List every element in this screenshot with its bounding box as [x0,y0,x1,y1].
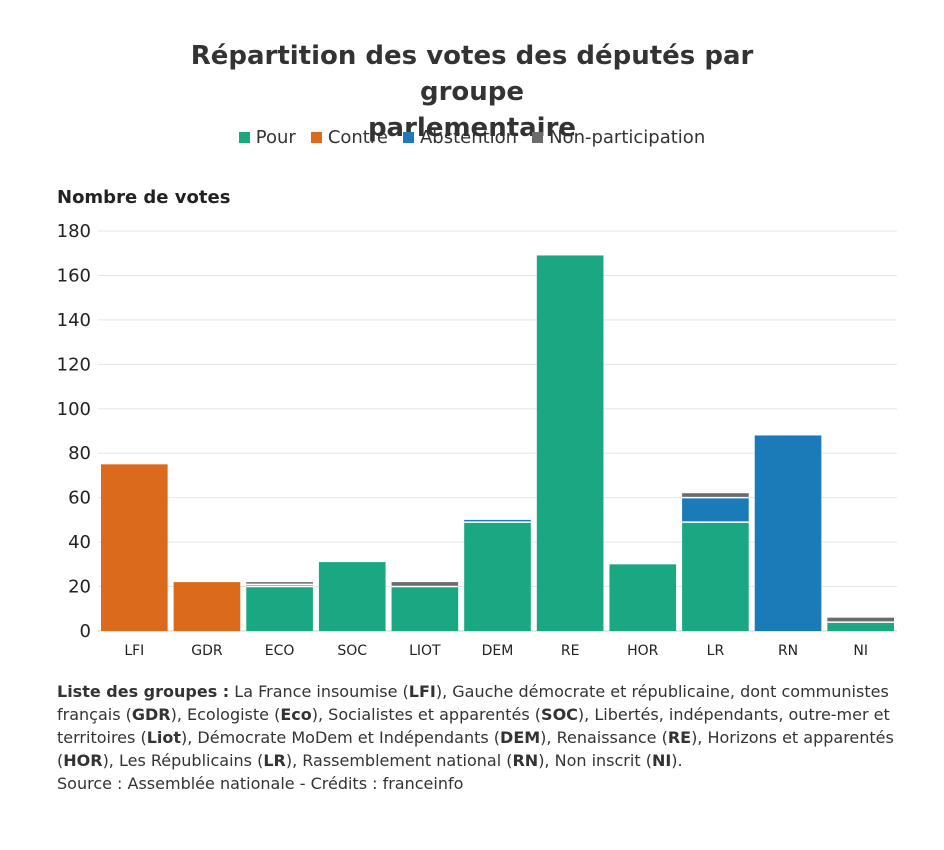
bar-dem-abstention [464,519,531,523]
group-text-fragment: ), Libertés, indépendants, outre-mer et … [57,705,890,747]
legend-item-contre[interactable]: Contre [310,127,388,148]
legend-item-pour[interactable]: Pour [238,127,296,148]
y-tick-label: 100 [57,399,91,420]
source-credit: Source : Assemblée nationale - Crédits :… [57,774,464,793]
y-tick-label: 40 [68,532,91,553]
group-abbreviation: LR [263,751,286,770]
chart-title: Répartition des votes des députés par gr… [150,38,794,146]
group-abbreviation: GDR [131,705,171,724]
bar-eco-contre [246,584,313,587]
y-axis-label: Nombre de votes [57,187,231,208]
x-tick-label: DEM [482,643,514,659]
group-text-fragment: La France insoumise ( [229,682,409,701]
x-tick-label: NI [853,643,868,659]
bar-chart: 0 20 40 60 80 100 120 140 160 180 LFI GDR ECO SOC LIOT… [57,221,897,659]
x-tick-label: GDR [191,643,223,659]
group-text-fragment: ), Non inscrit ( [538,751,652,770]
legend-item-non-participation[interactable]: Non-participation [532,127,705,148]
group-abbreviation: RN [512,751,539,770]
legend-swatch-pour [238,132,250,143]
y-tick-label: 0 [80,621,91,642]
group-abbreviation: HOR [63,751,103,770]
group-abbreviation: NI [651,751,672,770]
legend-swatch-contre [310,132,322,143]
bar-lr-abstention [682,497,749,523]
legend-swatch-abstention [402,132,414,143]
y-tick-label: 60 [68,488,91,509]
group-text-fragment: ), Démocrate MoDem et Indépendants ( [181,728,501,747]
group-text-fragment: ), Ecologiste ( [170,705,281,724]
x-tick-label: HOR [627,643,659,659]
group-text-fragment: ). [671,751,683,770]
group-abbreviation: LFI [408,682,436,701]
x-tick-label: SOC [337,643,367,659]
group-abbreviation: DEM [500,728,541,747]
bar-lr-non-participation [682,493,749,498]
y-tick-label: 20 [68,577,91,598]
group-text-fragment: ), Rassemblement national ( [285,751,513,770]
group-text-fragment: ), Renaissance ( [540,728,668,747]
bar-lr-pour [682,522,749,631]
group-text-fragment: ), Les Républicains ( [102,751,264,770]
y-tick-label: 160 [57,265,91,286]
bar-gdr-contre [173,582,241,631]
x-tick-label: RE [561,643,580,659]
groups-text: La France insoumise (LFI), Gauche démocr… [57,682,894,770]
y-tick-label: 180 [57,221,91,242]
legend-label-contre: Contre [327,127,388,148]
group-abbreviation: RE [667,728,692,747]
bar-ni-non-participation [827,617,894,623]
group-abbreviation: SOC [541,705,578,724]
x-tick-label: RN [778,643,798,659]
bar-ni-pour [827,622,894,631]
bar-eco-pour [246,586,313,631]
chart-title-line-1: Répartition des votes des députés par gr… [190,41,754,107]
bar-liot-pour [391,586,459,631]
bar-eco-non-participation [246,582,313,585]
y-tick-label: 80 [68,443,91,464]
bar-re-pour [536,255,604,631]
bar-liot-non-participation [391,582,459,587]
bar-lfi-contre [101,464,168,631]
x-tick-label: LIOT [409,643,441,659]
x-tick-label: ECO [265,643,295,659]
bar-rn-abstention [754,435,822,631]
chart-footer: Liste des groupes : La France insoumise … [57,680,897,795]
groups-list: Liste des groupes : La France insoumise … [57,680,897,772]
y-tick-label: 120 [57,354,91,375]
x-tick-label: LR [707,643,725,659]
group-text-fragment: ), Gauche démocrate et républicaine, don… [57,682,889,724]
group-abbreviation: Liot [146,728,182,747]
chart-legend: Pour Contre Abstention Non-participation [0,127,944,148]
legend-label-abstention: Abstention [419,127,518,148]
groups-heading: Liste des groupes : [57,682,230,701]
legend-label-pour: Pour [255,127,296,148]
legend-swatch-non-participation [532,132,544,143]
legend-item-abstention[interactable]: Abstention [402,127,518,148]
group-text-fragment: ), Horizons et apparentés ( [57,728,894,770]
group-text-fragment: ), Socialistes et apparentés ( [311,705,542,724]
bar-soc-pour [318,562,386,631]
group-abbreviation: Eco [280,705,312,724]
bar-hor-pour [609,564,677,631]
x-tick-label: LFI [124,643,144,659]
bar-dem-pour [464,522,531,631]
legend-label-non-participation: Non-participation [549,127,706,148]
y-tick-label: 140 [57,310,91,331]
